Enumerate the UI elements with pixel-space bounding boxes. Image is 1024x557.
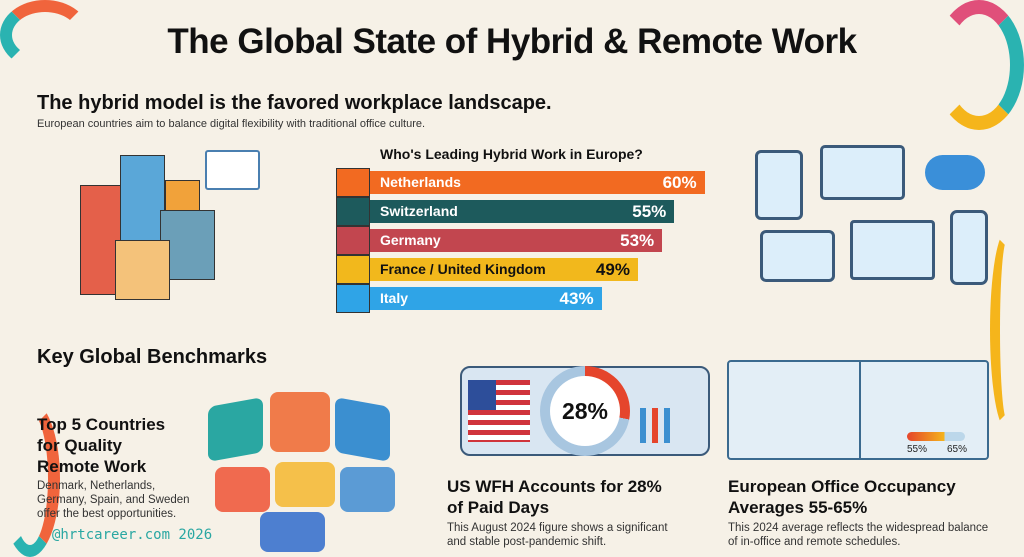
benchmarks-heading: Key Global Benchmarks [37,346,268,368]
us-wfh-badge: 28% [550,376,620,446]
bar-value-label: 43% [559,289,594,308]
mini-bar-chart-icon [640,408,700,443]
city-buildings-illustration [40,145,265,315]
bar-category-label: Switzerland [380,203,458,219]
section-heading: The hybrid model is the favored workplac… [37,92,552,114]
phone-icon [950,210,988,285]
us-wfh-desc: This August 2024 figure shows a signific… [447,522,668,548]
percentage-ring: 28% [540,366,630,456]
us-wfh-title: US WFH Accounts for 28% of Paid Days [447,477,662,517]
bar-germany: Germany 53% [370,229,663,252]
office-occupancy-illustration: 55% 65% [727,360,989,460]
gauge-high-label: 65% [947,444,968,455]
bar-value-label: 60% [662,173,697,192]
europe-occupancy-title: European Office Occupancy Averages 55-65… [728,477,956,517]
us-wfh-dashboard-illustration: 28% [460,366,710,456]
tablet-icon [760,230,835,282]
gauge-low-label: 55% [907,444,928,455]
bar-france-united-kingdom: France / United Kingdom 49% [370,258,638,281]
bar-building-icon [336,168,370,197]
europe-occupancy-desc: This 2024 average reflects the widesprea… [728,522,989,548]
monitor-icon [820,145,905,200]
chart-title: Who's Leading Hybrid Work in Europe? [380,146,643,162]
page-title: The Global State of Hybrid & Remote Work [167,22,857,61]
bar-value-label: 53% [620,231,655,250]
decor-swirl-right [990,230,1024,430]
bar-category-label: Netherlands [380,174,461,190]
bar-category-label: Italy [380,290,409,306]
countries-landmarks-illustration [200,372,410,552]
bar-category-label: Germany [380,232,441,248]
top5-title: Top 5 Countries for Quality Remote Work [37,415,166,476]
occupancy-gauge [907,432,965,441]
bar-building-icon [336,197,370,226]
bar-building-icon [336,255,370,284]
bar-italy: Italy 43% [370,287,602,310]
tablet-icon [755,150,803,220]
bar-value-label: 55% [632,202,667,221]
laptop-icon [850,220,935,280]
bar-value-label: 49% [595,260,630,279]
section-subtext: European countries aim to balance digita… [37,118,426,130]
bar-switzerland: Switzerland 55% [370,200,675,223]
decor-swirl-top-right [934,0,1024,130]
bar-building-icon [336,284,370,313]
top5-desc: Denmark, Netherlands, Germany, Spain, an… [37,480,190,520]
watermark: @hrtcareer.com 2026 [52,527,213,543]
us-flag-icon [468,380,530,442]
bar-category-label: France / United Kingdom [380,261,546,277]
bar-netherlands: Netherlands 60% [370,171,705,194]
bar-building-icon [336,226,370,255]
devices-illustration [755,145,995,295]
cloud-icon [925,155,985,190]
